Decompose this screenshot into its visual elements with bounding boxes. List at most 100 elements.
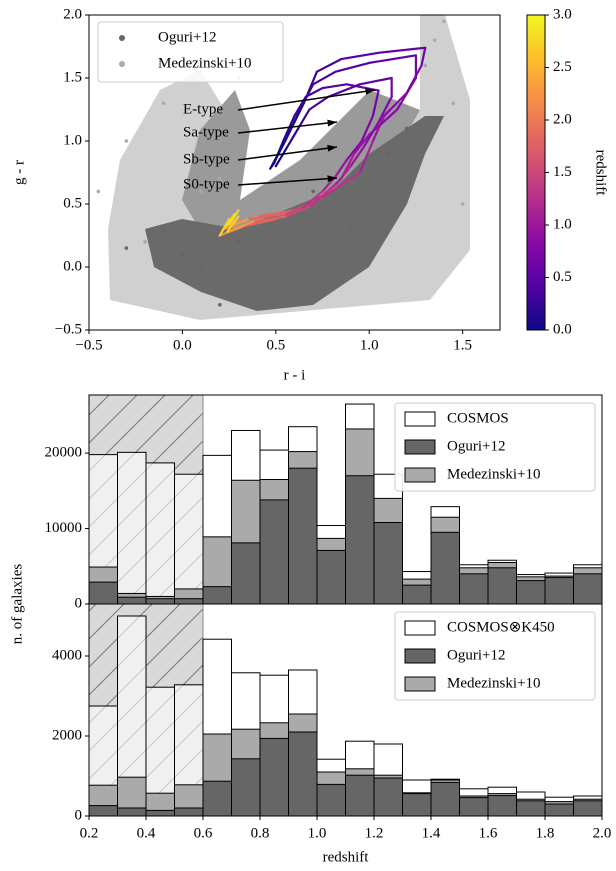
track-segment — [377, 46, 427, 54]
bar — [174, 807, 204, 817]
track-segment — [284, 202, 315, 216]
y-tick-label: 2.0 — [63, 6, 82, 22]
bar — [487, 567, 517, 605]
bar — [231, 542, 261, 605]
x-tick-label: 1.2 — [365, 825, 384, 841]
bar — [487, 795, 517, 817]
y-axis-label: g - r — [11, 160, 27, 185]
bar — [288, 731, 318, 817]
track-segment — [226, 215, 240, 233]
colorbar-tick-label: 0.5 — [553, 269, 572, 285]
x-tick-label: 1.5 — [453, 337, 472, 353]
legend-marker — [119, 35, 125, 41]
x-tick-label: 0.0 — [173, 337, 192, 353]
y-tick-label: 0.0 — [63, 258, 82, 274]
track-segment — [334, 61, 371, 73]
track-segment — [349, 146, 365, 168]
y-tick-label: 0.5 — [63, 195, 82, 211]
point — [311, 189, 315, 194]
track-segment — [312, 70, 337, 86]
legend-swatch — [404, 467, 436, 483]
point — [217, 177, 222, 181]
track-segment — [272, 139, 285, 165]
y-tick-label: 1.0 — [63, 132, 82, 148]
bar — [117, 451, 147, 605]
bar — [516, 580, 546, 605]
point — [404, 126, 409, 131]
track-segment — [334, 158, 348, 178]
annotation-arrow — [237, 121, 338, 134]
colorbar — [526, 14, 546, 331]
annotation: S0-type — [183, 176, 230, 192]
legend-label: Medezinski+10 — [158, 55, 251, 71]
point — [180, 252, 185, 257]
annotation-arrow — [237, 89, 376, 111]
bar — [88, 581, 118, 605]
y-tick-label: 10000 — [45, 520, 83, 536]
track-segment — [226, 220, 255, 233]
y-axis-label: n. of galaxies — [9, 564, 25, 645]
track-segment — [340, 51, 380, 61]
track-segment — [274, 146, 289, 168]
point — [199, 189, 203, 194]
axes-frame — [88, 14, 501, 331]
legend-marker — [119, 61, 125, 67]
bar — [544, 803, 574, 817]
bar — [259, 737, 289, 817]
track-segment — [284, 205, 311, 218]
track-segment — [308, 184, 337, 208]
colorbar-tick-label: 1.0 — [553, 216, 572, 232]
track-segment — [420, 46, 427, 67]
bar — [544, 577, 574, 605]
bar — [345, 774, 375, 817]
point — [217, 303, 222, 307]
legend: COSMOS⊗K450 Oguri+12 Medezinski+10 — [394, 611, 596, 701]
track-segment — [321, 83, 348, 90]
track-segment — [353, 133, 371, 155]
track-segment — [368, 54, 418, 64]
arrow-head — [365, 87, 375, 95]
bar — [117, 807, 147, 817]
track-segment — [396, 76, 418, 111]
annotation: Sb-type — [183, 151, 230, 167]
track-segment — [218, 218, 231, 237]
track-segment — [284, 108, 302, 143]
annotation: Sa-type — [183, 124, 229, 140]
legend: COSMOS Oguri+12 Medezinski+10 — [394, 402, 596, 492]
scatter-plot — [96, 19, 465, 307]
bar — [174, 598, 204, 605]
track-segment — [358, 76, 393, 86]
y-tick-label: 1.5 — [63, 69, 82, 85]
legend-swatch — [404, 620, 436, 636]
track-segment — [371, 114, 386, 143]
y-tick-label: −0.5 — [55, 321, 82, 337]
legend-swatch — [404, 676, 436, 692]
colorbar-label: redshift — [593, 150, 609, 197]
legend-label: COSMOS⊗K450 — [447, 619, 555, 635]
track-segment — [321, 171, 361, 199]
y-tick-label: 4000 — [52, 647, 82, 663]
point — [124, 139, 129, 143]
track-segment — [345, 139, 363, 161]
track-segment — [377, 95, 393, 124]
annotation: E-type — [183, 101, 223, 117]
bar — [316, 783, 346, 817]
track-segment — [285, 127, 300, 149]
point — [423, 63, 428, 68]
x-tick-label: 1.0 — [308, 825, 327, 841]
selection-region — [182, 90, 420, 230]
x-tick-label: 0.8 — [251, 825, 270, 841]
annotation-arrow — [237, 177, 338, 186]
bar — [145, 809, 175, 817]
x-tick-label: 1.6 — [479, 825, 498, 841]
bar — [174, 473, 204, 605]
legend: Oguri+12 Medezinski+10 — [97, 21, 284, 83]
x-tick-label: 1.8 — [536, 825, 555, 841]
bar — [316, 549, 346, 605]
point — [124, 246, 129, 250]
x-axis-label: redshift — [323, 849, 370, 865]
legend-swatch — [404, 439, 436, 455]
point — [143, 240, 147, 244]
bar — [345, 475, 375, 605]
axes-frame — [88, 603, 603, 817]
